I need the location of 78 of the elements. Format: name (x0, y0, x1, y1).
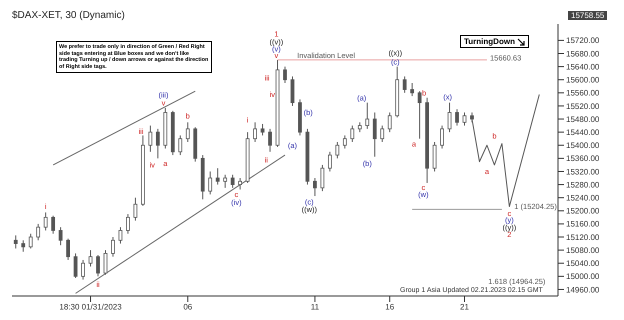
y-tick-label: 15720.00 (566, 36, 600, 46)
candlestick (223, 174, 228, 188)
candlestick (58, 226, 63, 246)
y-tick-label: 15560.00 (566, 88, 600, 98)
candlestick (313, 178, 317, 197)
candlestick (156, 128, 160, 159)
candlestick (335, 141, 340, 159)
x-tick-label: 21 (460, 302, 470, 312)
candlestick (418, 90, 422, 140)
candlestick (290, 76, 294, 106)
y-tick-label: 15280.00 (566, 180, 600, 190)
candlestick (342, 134, 347, 150)
y-tick-label: 15480.00 (566, 114, 600, 124)
candlestick (440, 125, 444, 150)
candlestick (186, 122, 190, 142)
candlestick (388, 112, 392, 133)
y-tick-label: 15400.00 (566, 141, 600, 150)
x-tick-label: 16 (385, 302, 395, 312)
candlestick (88, 250, 92, 268)
chart-title: $DAX-XET, 30 (Dynamic) (12, 10, 125, 21)
candlestick (358, 122, 362, 133)
candlestick (462, 112, 466, 126)
candlestick (126, 214, 130, 234)
candlestick (410, 82, 414, 97)
candlestick (14, 234, 18, 249)
annotation: TurningDown (460, 35, 529, 48)
y-tick-label: 15000.00 (566, 272, 600, 282)
candlestick (372, 112, 377, 158)
candlestick (238, 178, 242, 190)
x-tick-label: 06 (183, 302, 193, 312)
y-tick-label: 15640.00 (566, 62, 600, 72)
y-tick-label: 15240.00 (566, 194, 600, 203)
candlestick (448, 102, 452, 133)
candlestick (216, 168, 220, 186)
y-tick-label: 15520.00 (566, 102, 600, 111)
candlestick (111, 236, 115, 258)
candlestick (328, 151, 332, 172)
candlestick (230, 174, 235, 188)
candlestick (44, 212, 48, 231)
candlestick (365, 102, 370, 130)
x-tick-label: 18:30 01/31/2023 (59, 302, 122, 312)
y-tick-label: 15200.00 (566, 206, 600, 216)
candlestick (208, 170, 212, 195)
y-tick-label: 15600.00 (566, 76, 600, 85)
candlestick (350, 125, 354, 142)
candlestick (178, 134, 182, 156)
y-tick-label: 15120.00 (566, 232, 600, 242)
candlestick (432, 141, 436, 172)
y-tick-label: 15360.00 (566, 154, 600, 164)
candlestick (148, 125, 152, 152)
y-tick-label: 15080.00 (566, 246, 600, 255)
candlestick (380, 125, 384, 142)
x-tick-label: 11 (310, 302, 320, 312)
candlestick (268, 128, 272, 152)
candlestick (96, 254, 100, 277)
candlestick (253, 122, 257, 142)
candlestick (118, 226, 122, 244)
y-tick-label: 15160.00 (566, 220, 600, 229)
y-tick-label: 15440.00 (566, 128, 600, 137)
candlestick (36, 223, 40, 241)
candlestick (81, 259, 85, 280)
candlestick (51, 215, 56, 234)
candlestick (455, 108, 459, 126)
candlestick (320, 164, 324, 192)
candlestick (21, 240, 26, 252)
candlestick (66, 238, 70, 260)
y-tick-label: 15040.00 (566, 259, 600, 268)
candlestick (134, 197, 138, 222)
candlestick (283, 66, 287, 84)
text: 15758.55 (568, 11, 608, 20)
candlestick (402, 76, 407, 94)
candlestick (260, 123, 264, 136)
y-tick-label: 15680.00 (566, 49, 600, 58)
candlestick (28, 233, 33, 249)
candlestick (104, 250, 108, 276)
y-tick-label: 15320.00 (566, 167, 600, 176)
y-tick-label: 14960.00 (566, 285, 600, 294)
candlestick (74, 252, 78, 278)
